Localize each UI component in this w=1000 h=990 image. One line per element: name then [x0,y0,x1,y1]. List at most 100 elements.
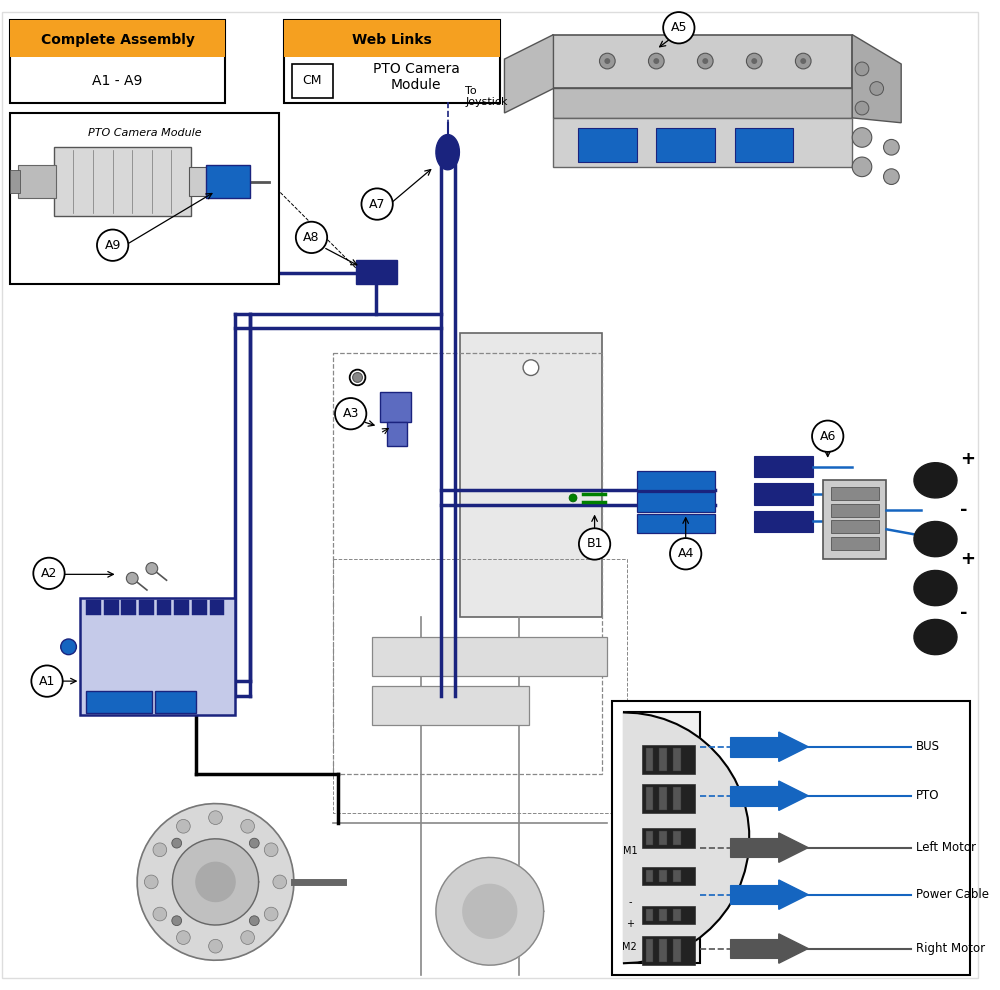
Circle shape [144,875,158,889]
Text: +: + [960,549,975,567]
FancyBboxPatch shape [646,939,653,962]
Circle shape [867,847,896,877]
Text: Power Cable: Power Cable [916,888,989,901]
FancyBboxPatch shape [104,600,119,616]
Circle shape [241,931,254,944]
FancyBboxPatch shape [86,691,152,714]
FancyBboxPatch shape [356,260,397,284]
Polygon shape [779,880,808,910]
Text: PTO Camera
Module: PTO Camera Module [373,61,460,92]
Circle shape [653,58,659,64]
Text: A7: A7 [369,198,385,211]
Polygon shape [436,857,544,965]
Circle shape [146,562,158,574]
FancyBboxPatch shape [553,88,852,118]
Text: -: - [960,501,967,519]
Circle shape [31,665,63,697]
Circle shape [353,372,362,382]
FancyBboxPatch shape [637,470,715,490]
Circle shape [800,58,806,64]
Polygon shape [779,833,808,862]
FancyBboxPatch shape [284,20,500,57]
FancyBboxPatch shape [54,148,191,216]
Circle shape [209,940,222,953]
Text: -: - [960,604,967,622]
Circle shape [350,369,365,385]
FancyBboxPatch shape [189,167,220,196]
Circle shape [812,421,843,451]
Circle shape [273,875,287,889]
Circle shape [604,58,610,64]
Circle shape [177,931,190,944]
FancyBboxPatch shape [831,504,879,517]
FancyBboxPatch shape [139,600,154,616]
Polygon shape [504,35,553,113]
FancyBboxPatch shape [642,744,695,774]
Circle shape [153,907,167,921]
Circle shape [264,907,278,921]
FancyBboxPatch shape [642,828,695,847]
FancyBboxPatch shape [637,492,715,512]
FancyBboxPatch shape [646,910,653,921]
Circle shape [61,639,76,654]
FancyBboxPatch shape [637,514,715,534]
FancyBboxPatch shape [730,885,779,905]
FancyBboxPatch shape [659,939,667,962]
Text: M2: M2 [622,941,637,951]
FancyBboxPatch shape [646,787,653,811]
Polygon shape [914,462,957,498]
FancyBboxPatch shape [292,64,333,98]
Text: A1 - A9: A1 - A9 [92,73,143,88]
Text: A8: A8 [303,231,320,244]
Circle shape [823,842,862,882]
Text: PTO: PTO [916,789,939,802]
Circle shape [599,53,615,69]
Polygon shape [779,934,808,963]
Circle shape [249,916,259,926]
Circle shape [702,58,708,64]
FancyBboxPatch shape [754,511,813,533]
FancyBboxPatch shape [460,334,602,618]
Polygon shape [137,804,294,960]
FancyBboxPatch shape [624,713,700,963]
Text: M1: M1 [623,845,637,855]
FancyBboxPatch shape [642,936,695,965]
FancyBboxPatch shape [659,787,667,811]
FancyBboxPatch shape [730,838,779,857]
FancyBboxPatch shape [10,20,225,57]
FancyBboxPatch shape [673,910,681,921]
Polygon shape [914,620,957,654]
FancyBboxPatch shape [659,870,667,882]
Text: Left Motor: Left Motor [916,842,976,854]
FancyBboxPatch shape [121,600,136,616]
Circle shape [33,557,65,589]
FancyBboxPatch shape [380,392,411,422]
FancyBboxPatch shape [735,128,793,162]
FancyBboxPatch shape [831,487,879,500]
Text: A5: A5 [671,21,687,35]
Text: B1: B1 [586,538,603,550]
FancyBboxPatch shape [553,118,852,167]
FancyBboxPatch shape [642,907,695,924]
FancyBboxPatch shape [673,831,681,844]
Circle shape [153,842,167,856]
Polygon shape [624,713,749,963]
Text: A3: A3 [342,407,359,420]
Text: CM: CM [303,74,322,87]
Circle shape [209,811,222,825]
FancyBboxPatch shape [174,600,189,616]
Text: +: + [960,449,975,467]
Circle shape [264,842,278,856]
Text: A4: A4 [677,547,694,560]
Polygon shape [914,522,957,556]
Circle shape [296,222,327,253]
Circle shape [523,359,539,375]
FancyBboxPatch shape [659,831,667,844]
FancyBboxPatch shape [646,747,653,771]
Circle shape [774,842,813,882]
Circle shape [126,572,138,584]
Text: To
Joystick: To Joystick [465,85,508,107]
FancyBboxPatch shape [730,786,779,806]
Circle shape [172,839,182,848]
FancyBboxPatch shape [10,170,20,193]
